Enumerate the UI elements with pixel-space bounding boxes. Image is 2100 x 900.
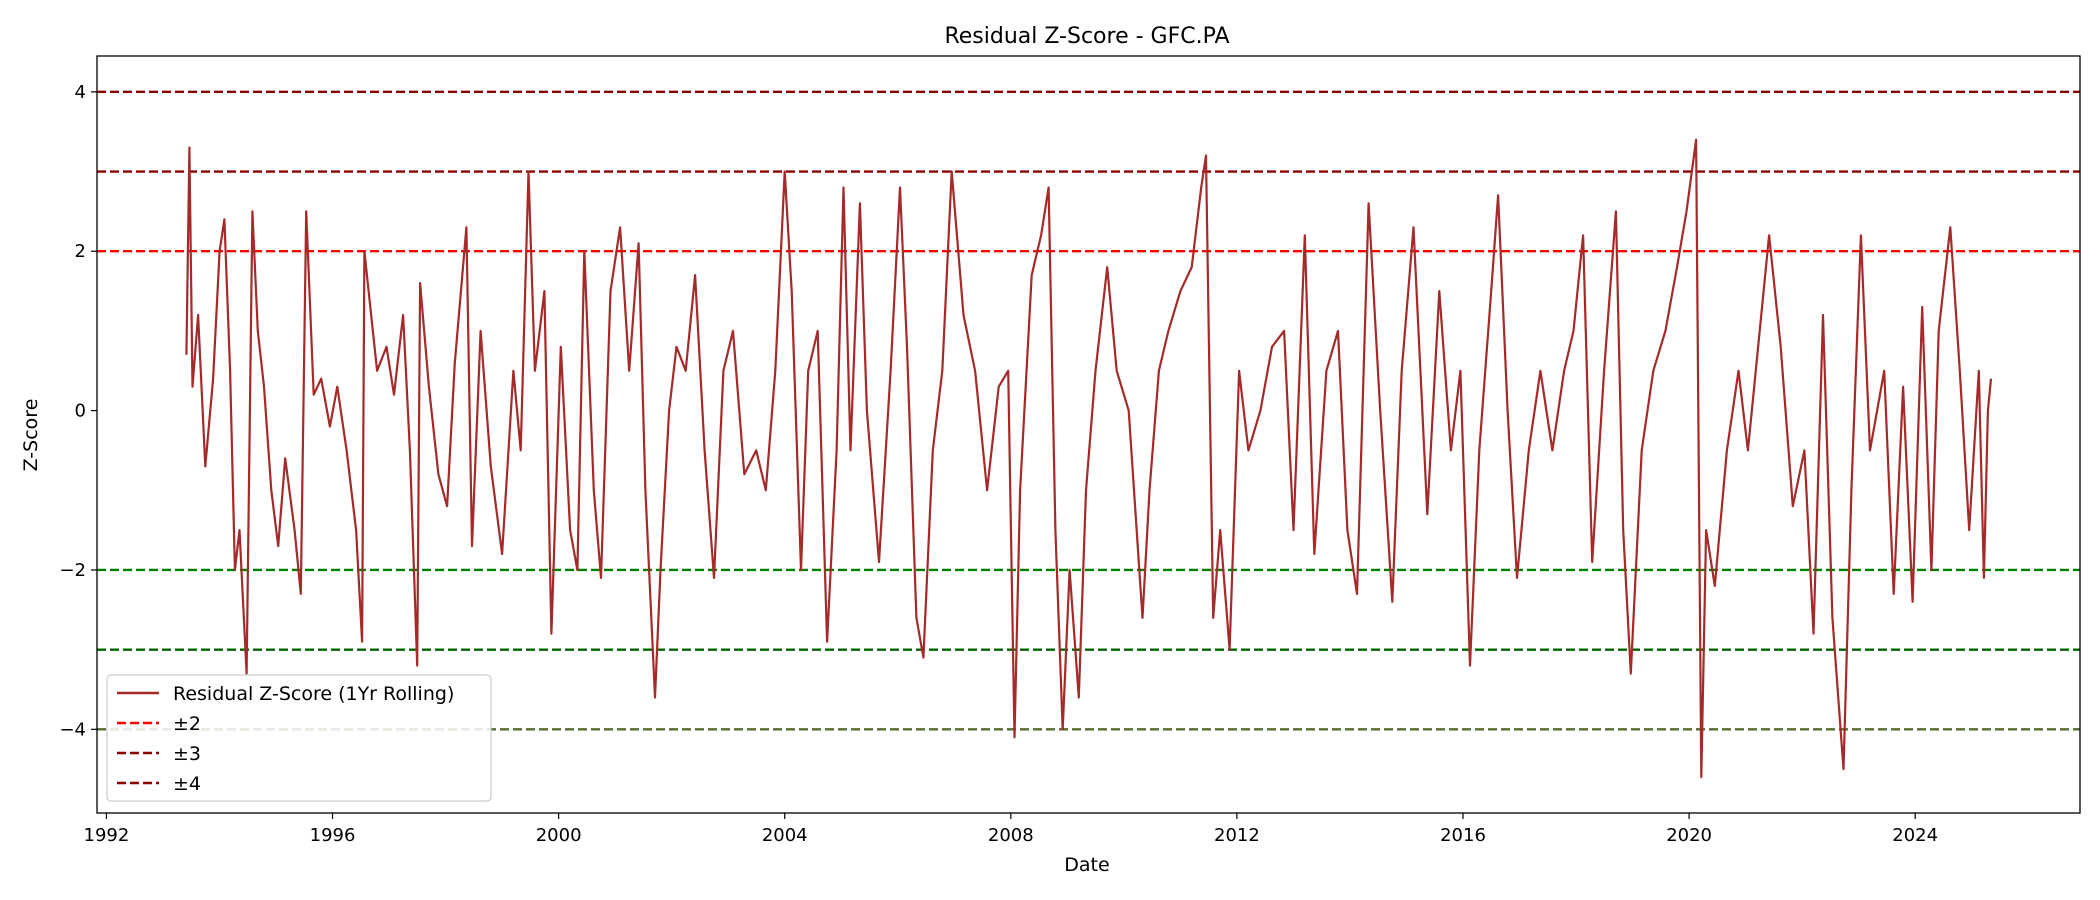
x-tick-label: 2024 — [1892, 825, 1938, 846]
legend-label: ±3 — [173, 743, 201, 765]
x-tick-label: 1996 — [310, 825, 356, 846]
x-tick-label: 2020 — [1666, 825, 1712, 846]
x-tick-label: 2004 — [762, 825, 808, 846]
series-group — [185, 138, 1993, 779]
y-axis: 4 2 0 −2 −4 — [59, 82, 97, 740]
x-axis: 1992 1996 2000 2004 2008 2012 2016 2020 2024 — [84, 813, 1938, 846]
y-tick-label: −2 — [59, 560, 86, 581]
y-tick-label: 2 — [75, 241, 86, 262]
x-tick-label: 2012 — [1214, 825, 1260, 846]
x-tick-label: 2000 — [536, 825, 582, 846]
x-tick-label: 2016 — [1440, 825, 1486, 846]
y-axis-label: Z-Score — [20, 399, 42, 472]
y-tick-label: −4 — [59, 719, 86, 740]
legend-label: ±4 — [173, 773, 201, 795]
y-tick-label: 0 — [75, 401, 86, 422]
reference-lines — [97, 90, 2080, 731]
y-tick-label: 4 — [75, 82, 86, 103]
x-tick-label: 1992 — [84, 825, 130, 846]
series-line — [185, 138, 1993, 779]
plot-frame — [96, 55, 2081, 814]
x-tick-label: 2008 — [988, 825, 1034, 846]
legend-label: Residual Z-Score (1Yr Rolling) — [173, 683, 454, 705]
x-axis-label: Date — [1064, 854, 1109, 876]
legend: Residual Z-Score (1Yr Rolling) ±2 ±3 ±4 — [106, 674, 492, 802]
legend-label: ±2 — [173, 713, 201, 735]
legend-box — [106, 674, 492, 802]
chart-title: Residual Z-Score - GFC.PA — [944, 24, 1229, 49]
